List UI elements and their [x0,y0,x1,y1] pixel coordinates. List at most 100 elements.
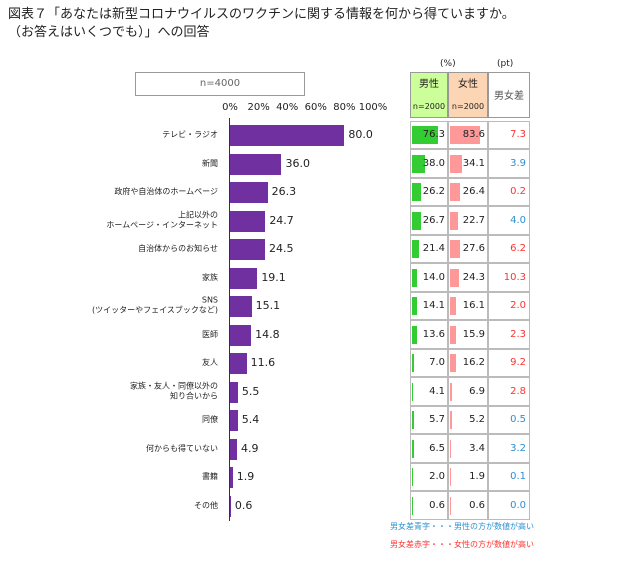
cell-bar [450,183,460,201]
cell-bar [450,126,481,144]
cell-value: 34.1 [462,157,485,169]
table-cell [448,462,488,492]
category-label: 家族・友人・同僚以外の 知り合いから [130,381,218,401]
cell-value: 6.9 [469,385,485,397]
diff-value: 9.2 [510,357,526,368]
diff-value: 2.0 [510,300,526,311]
category-label: 医師 [202,329,218,339]
table-unit: (%) [440,59,456,69]
cell-bar [412,354,415,372]
x-tick-label: 80% [333,102,356,113]
category-label: 書籍 [202,471,218,481]
bar [230,182,268,203]
x-tick-label: 60% [304,102,327,113]
value-label: 36.0 [285,156,310,170]
table-cell [488,320,530,349]
table-cell [410,462,448,492]
cell-bar [450,439,452,458]
table-cell [410,120,448,150]
chart-title: 図表７「あなたは新型コロナウイルスのワクチンに関する情報を何から得ていますか。 … [8,7,515,40]
diff-value: 0.0 [510,499,526,511]
cell-bar [450,411,452,429]
cell-bar [450,211,459,230]
cell-bar [412,240,420,258]
table-cell [448,377,488,406]
table-cell [410,263,448,292]
x-tick-label: 100% [358,102,388,113]
table-cell [410,377,448,406]
category-label: 新聞 [202,158,218,168]
table-cell [448,177,488,207]
category-label: テレビ・ラジオ [162,129,218,139]
diff-value: 2.8 [510,385,526,397]
cell-bar [412,297,417,315]
table-cell [488,291,530,321]
diff-value: 2.3 [510,328,526,340]
table-cell [448,120,488,150]
cell-bar [450,154,463,173]
diff-value: 0.5 [510,414,526,425]
table-cell [488,491,530,520]
bar [230,324,252,346]
table-cell [448,291,488,321]
cell-value: 16.2 [462,357,485,368]
value-label: 5.5 [241,384,260,398]
table-cell [410,491,448,520]
axis-line [229,118,230,521]
cell-bar [412,439,415,458]
table-cell [488,234,530,264]
cell-value: 83.6 [462,129,485,140]
column-n: n=2000 [412,102,446,111]
cell-bar [412,411,414,429]
cell-value: 27.6 [462,243,485,254]
sample-size: n=4000 [135,72,305,96]
note: 男女差赤字・・・女性の方が数値が高い [390,539,534,549]
cell-value: 76.3 [422,129,445,140]
cell-bar [450,354,456,372]
category-label: 自治体からのお知らせ [138,243,218,253]
category-label: 友人 [202,357,218,367]
diff-header [488,72,530,118]
table-unit: (pt) [497,59,514,69]
cell-value: 26.7 [422,214,445,226]
bar [230,495,231,517]
category-label: 何からも得ていない [146,443,218,453]
cell-bar [450,268,459,287]
table-cell [488,206,530,235]
cell-bar [450,297,456,315]
column-n: n=2000 [451,102,485,111]
diff-value: 0.1 [510,471,526,482]
value-label: 19.1 [261,270,286,284]
cell-bar [412,325,417,344]
table-cell [410,206,448,235]
bar [230,239,266,260]
bar [230,381,238,403]
diff-value: 3.9 [510,157,526,169]
cell-bar [450,240,460,258]
value-label: 15.1 [255,299,281,312]
cell-value: 6.5 [429,442,445,454]
x-tick-label: 20% [247,102,270,113]
cell-value: 26.2 [422,186,445,197]
bar [230,467,233,488]
table-cell [448,434,488,463]
diff-name: 男女差 [494,91,524,102]
column-header [448,72,488,118]
column-name: 男性 [419,79,439,90]
diff-value: 6.2 [510,243,526,254]
table-cell [410,434,448,463]
table-cell [448,263,488,292]
cell-value: 22.7 [462,214,485,226]
table-cell [448,149,488,178]
column-name: 女性 [458,79,478,90]
cell-bar [450,382,453,401]
table-cell [448,320,488,349]
cell-value: 3.4 [469,442,485,454]
cell-value: 14.0 [422,271,445,283]
table-cell [488,149,530,178]
category-label: 同僚 [202,414,218,424]
bar [230,210,266,232]
value-label: 26.3 [271,185,297,198]
table-cell [488,263,530,292]
diff-value: 0.2 [510,186,526,197]
